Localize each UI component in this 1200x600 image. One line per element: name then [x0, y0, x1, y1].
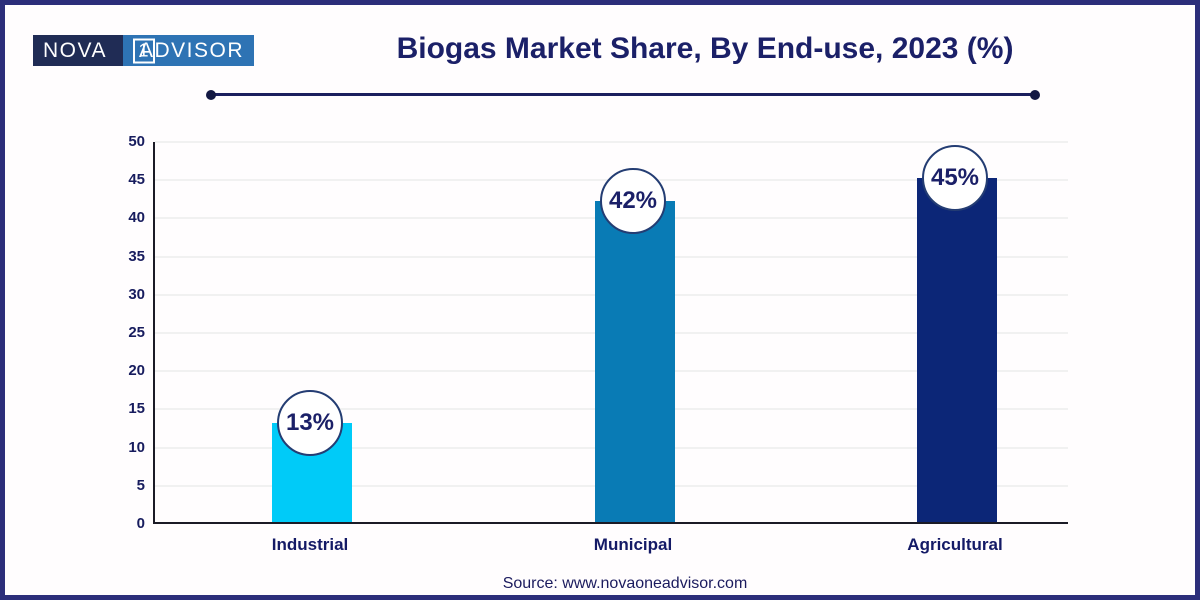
bar-municipal	[595, 201, 675, 522]
data-label-badge-municipal: 42%	[600, 168, 666, 235]
y-tick-25: 25	[128, 324, 145, 341]
source-attribution: Source: www.novaoneadvisor.com	[502, 575, 748, 592]
logo-one-icon: 1	[132, 38, 155, 63]
logo-text-one: 1	[138, 40, 149, 60]
gridline-50	[155, 141, 1068, 143]
logo-text-advisor: ADVISOR	[138, 38, 244, 62]
y-tick-10: 10	[128, 438, 145, 456]
x-category-municipal: Municipal	[593, 535, 673, 554]
y-tick-15: 15	[128, 400, 145, 418]
y-tick-20: 20	[128, 362, 145, 380]
logo-segment-nova: NOVA	[33, 35, 123, 66]
x-category-industrial: Industrial	[271, 535, 349, 554]
y-tick-30: 30	[128, 285, 145, 303]
bar-agricultural	[917, 178, 997, 522]
logo-text-nova: NOVA	[43, 38, 107, 62]
rule-end-dot-left	[206, 89, 216, 100]
title-underline-rule	[206, 89, 1040, 100]
plot-area: 13% 42% 45%	[153, 141, 1068, 524]
x-category-agricultural: Agricultural	[907, 535, 1003, 554]
y-tick-0: 0	[136, 515, 145, 532]
y-tick-5: 5	[136, 476, 145, 494]
y-tick-35: 35	[128, 247, 145, 265]
nova-one-advisor-logo: NOVA ADVISOR 1	[33, 35, 254, 66]
y-tick-50: 50	[128, 133, 145, 150]
y-tick-45: 45	[128, 171, 145, 189]
logo-segment-advisor: ADVISOR	[122, 35, 254, 66]
data-label-badge-agricultural: 45%	[922, 145, 988, 212]
rule-end-dot-right	[1030, 89, 1040, 100]
data-label-badge-industrial: 13%	[277, 389, 343, 456]
y-tick-40: 40	[128, 209, 145, 227]
page-title: Biogas Market Share, By End-use, 2023 (%…	[396, 32, 1014, 65]
